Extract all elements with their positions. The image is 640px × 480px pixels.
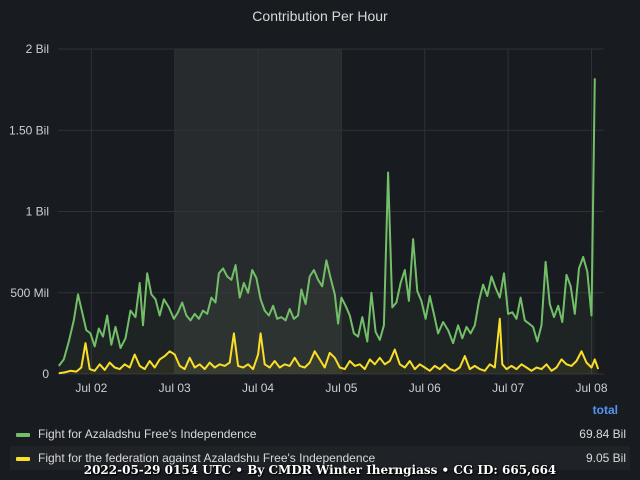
x-tick-label: Jul 05 xyxy=(325,381,357,395)
y-tick-label: 500 Mil xyxy=(10,286,49,300)
legend-total-header[interactable]: total xyxy=(592,403,618,417)
legend-swatch-green xyxy=(16,433,30,437)
footer-caption: 2022-05-29 0154 UTC • By CMDR Winter Ihe… xyxy=(83,463,557,477)
series-line-0[interactable] xyxy=(58,78,596,367)
legend-total-value: 9.05 Bil xyxy=(585,451,626,465)
legend-total-value: 69.84 Bil xyxy=(579,427,626,441)
y-tick-label: 1 Bil xyxy=(26,205,49,219)
y-tick-label: 1.50 Bil xyxy=(9,123,49,137)
x-tick-label: Jul 02 xyxy=(75,381,107,395)
y-tick-label: 0 xyxy=(42,367,49,381)
series-line-1[interactable] xyxy=(58,317,600,375)
legend-item-independence[interactable]: Fight for Azaladshu Free's Independence … xyxy=(10,422,630,446)
chart-title: Contribution Per Hour xyxy=(252,8,388,24)
x-tick-label: Jul 04 xyxy=(242,381,274,395)
x-tick-label: Jul 06 xyxy=(409,381,441,395)
x-tick-label: Jul 08 xyxy=(575,381,607,395)
y-tick-label: 2 Bil xyxy=(26,42,49,56)
x-tick-label: Jul 07 xyxy=(492,381,524,395)
x-tick-label: Jul 03 xyxy=(159,381,191,395)
legend-swatch-yellow xyxy=(16,457,30,461)
legend-item-federation[interactable]: Fight for the federation against Azalads… xyxy=(10,446,630,470)
legend-label: Fight for the federation against Azalads… xyxy=(38,451,376,465)
legend-label: Fight for Azaladshu Free's Independence xyxy=(38,427,257,441)
